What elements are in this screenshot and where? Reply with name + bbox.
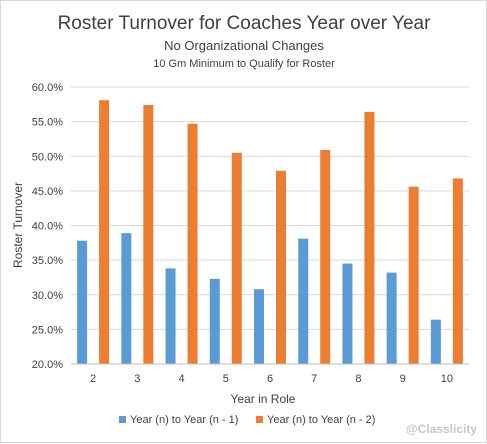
legend: Year (n) to Year (n - 1) Year (n) to Yea… xyxy=(119,414,375,426)
chart-subtitle: No Organizational Changes xyxy=(164,38,324,53)
legend-swatch-series-2 xyxy=(256,416,263,423)
y-tick-label: 45.0% xyxy=(32,186,63,198)
bar-series-1 xyxy=(121,233,132,364)
x-tick-label: 10 xyxy=(441,373,453,385)
x-tick-label: 5 xyxy=(223,373,229,385)
y-tick-label: 20.0% xyxy=(32,359,63,371)
bar-series-1 xyxy=(209,278,220,364)
gridlines xyxy=(71,86,469,330)
y-tick-labels: 20.0% 25.0% 30.0% 35.0% 40.0% 45.0% 50.0% 55.0%… xyxy=(32,82,63,371)
bar-series-2 xyxy=(364,111,375,365)
bar-series-1 xyxy=(77,240,88,364)
legend-label-series-1: Year (n) to Year (n - 1) xyxy=(130,414,238,426)
x-tick-label: 2 xyxy=(90,373,96,385)
bar-series-2 xyxy=(231,152,242,364)
y-tick-label: 40.0% xyxy=(32,221,63,233)
bar-series-2 xyxy=(408,186,419,364)
legend-swatch-series-1 xyxy=(119,416,126,423)
y-tick-label: 35.0% xyxy=(32,255,63,267)
x-tick-label: 3 xyxy=(134,373,140,385)
x-tick-labels: 2 3 4 5 6 7 8 9 10 xyxy=(90,373,453,385)
bar-series-1 xyxy=(254,289,264,364)
y-tick-label: 25.0% xyxy=(32,324,63,336)
bar-series-2 xyxy=(143,105,154,364)
x-axis-title: Year in Role xyxy=(231,392,296,406)
x-tick-label: 8 xyxy=(355,373,361,385)
bar-series-2 xyxy=(320,150,331,364)
chart-title: Roster Turnover for Coaches Year over Ye… xyxy=(58,13,432,34)
bar-series-2 xyxy=(452,178,463,364)
bar-series-2 xyxy=(99,100,110,364)
x-tick-label: 6 xyxy=(267,373,273,385)
bar-series-1 xyxy=(342,263,353,364)
bar-series-2 xyxy=(187,123,198,364)
y-tick-label: 55.0% xyxy=(32,117,63,129)
y-tick-label: 60.0% xyxy=(32,82,63,94)
watermark: @Classlicity xyxy=(406,422,477,436)
bar-series-1 xyxy=(430,319,441,364)
chart-subtitle-secondary: 10 Gm Minimum to Qualify for Roster xyxy=(153,58,335,70)
x-tick-label: 7 xyxy=(311,373,317,385)
legend-label-series-2: Year (n) to Year (n - 2) xyxy=(267,414,375,426)
y-tick-label: 30.0% xyxy=(32,290,63,302)
bars xyxy=(77,100,463,365)
x-tick-label: 9 xyxy=(400,373,406,385)
bar-series-2 xyxy=(276,170,286,364)
bar-series-1 xyxy=(298,238,309,364)
y-tick-label: 50.0% xyxy=(32,151,63,163)
bar-series-1 xyxy=(386,272,397,364)
x-tick-label: 4 xyxy=(178,373,184,385)
y-axis-title: Roster Turnover xyxy=(11,182,25,268)
bar-series-1 xyxy=(165,268,176,364)
